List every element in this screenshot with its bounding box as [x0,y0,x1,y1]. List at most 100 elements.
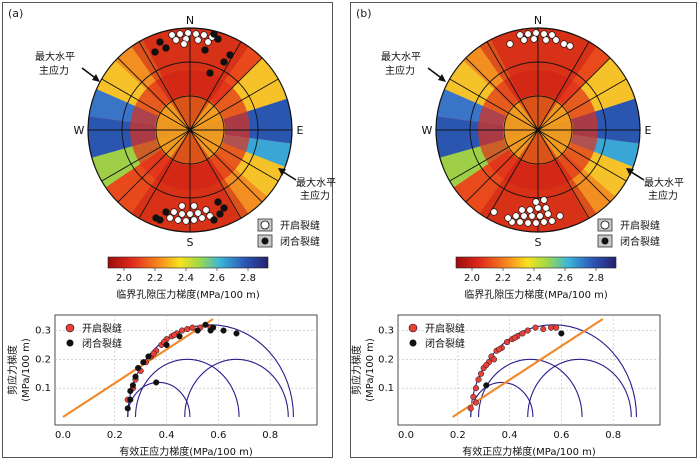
closed-fracture-point-15 [220,327,227,334]
cbar-a-tick-0: 2.0 [116,273,132,284]
open-fracture-point-17 [547,324,555,331]
open-pole-20 [166,214,174,222]
closed-fracture-point-3 [129,382,136,389]
open-pole-9 [506,40,514,48]
open-pole-7 [542,36,550,44]
open-pole-4 [200,31,208,39]
mohr-b-ylabel-1: 剪应力梯度 [350,345,363,395]
panel-a-label: (a) [8,7,23,20]
compass-w-b: W [422,124,433,137]
closed-fracture-point-14 [210,324,217,331]
closed-pole-13 [151,48,159,56]
mohr-b-ytick-0: 0.1 [378,383,394,394]
open-pole-0 [516,31,524,39]
cbar-a-tick-2: 2.4 [178,273,194,284]
cbar-b-tick-0: 2.0 [464,273,480,284]
cbar-a-tick-3: 2.6 [209,273,225,284]
legend-a-closed: 闭合裂缝 [280,235,320,248]
panel-b-label: (b) [356,7,372,20]
open-pole-0 [168,31,176,39]
stress-label-a-se-1: 最大水平 [296,176,336,189]
open-pole-28 [186,210,194,218]
mohr-a-xticks: 0.0 0.2 0.4 0.6 0.8 [55,430,278,441]
closed-pole-34 [210,216,218,224]
open-pole-22 [544,210,552,218]
open-pole-29 [194,209,202,217]
closed-fracture-point-0 [483,382,490,389]
cbar-b-title: 临界孔隙压力梯度(MPa/100 m) [464,288,608,301]
open-pole-25 [534,204,542,212]
closed-pole-12 [156,38,164,46]
compass-n-a: N [186,14,194,27]
stress-label-b-se-2: 主应力 [648,189,678,202]
open-pole-14 [524,219,532,227]
stress-label-b-nw-1: 最大水平 [381,50,421,63]
open-fracture-point-16 [150,350,157,357]
open-fracture-point-1 [470,393,477,400]
open-pole-17 [548,217,556,225]
open-pole-2 [532,29,540,37]
open-fracture-point-23 [490,356,498,363]
mohr-b-xtick-2: 0.4 [502,430,518,441]
closed-fracture-point-1 [558,330,565,337]
open-fracture-point-18 [171,331,178,338]
compass-s-b: S [535,236,542,249]
closed-fracture-point-11 [194,327,201,334]
mohr-a-ytick-1: 0.2 [35,354,51,365]
open-pole-28 [556,212,564,220]
open-pole-9 [204,38,212,46]
closed-pole-15 [201,46,209,54]
mohr-b-xtick-3: 0.6 [553,430,569,441]
mohr-a-xlabel: 有效正应力梯度(MPa/100 m) [119,445,253,458]
open-pole-4 [548,31,556,39]
colorbar-a: 2.0 2.2 2.4 2.6 2.8 临界孔隙压力梯度(MPa/100 m) [107,256,269,301]
closed-pole-31 [162,208,170,216]
compass-e-b: E [645,124,652,137]
closed-pole-10 [214,35,222,43]
closed-pole-17 [206,69,214,77]
panel-b-frame [350,2,697,458]
open-pole-8 [194,36,202,44]
mohr-a-legend-closed: 闭合裂缝 [82,337,122,350]
closed-pole-18 [220,58,228,66]
compass-w-a: W [74,124,85,137]
open-pole-30 [532,198,540,206]
cbar-a-title: 临界孔隙压力梯度(MPa/100 m) [116,288,260,301]
open-pole-2 [184,29,192,37]
open-pole-18 [512,212,520,220]
closed-fracture-point-10 [176,333,183,340]
stress-arrow-b-nw [427,67,446,82]
mohr-a-yticks: 0.1 0.2 0.3 [35,326,51,395]
compass-n-b: N [534,14,542,27]
mohr-b-ytick-1: 0.2 [378,354,394,365]
mohr-a-xtick-2: 0.4 [159,430,175,441]
cbar-b-tick-1: 2.2 [495,273,511,284]
open-pole-1 [176,30,184,38]
closed-fracture-point-9 [163,341,170,348]
open-fracture-point-20 [496,346,503,353]
open-pole-10 [560,40,568,48]
open-fracture-point-12 [184,326,191,333]
open-pole-23 [190,216,198,224]
closed-fracture-point-5 [135,364,142,372]
closed-pole-35 [216,210,224,218]
stress-arrow-b-se [626,168,645,181]
compass-e-a: E [297,124,304,137]
open-pole-1 [524,30,532,38]
mohr-b-legend: 开启裂缝 闭合裂缝 [408,322,465,350]
closed-fracture-point-6 [140,359,147,366]
stress-label-b-nw-2: 主应力 [385,64,415,77]
closed-fracture-point-2 [127,388,134,395]
open-fracture-point-18 [553,324,560,331]
open-pole-26 [542,204,550,212]
cbar-a-tick-1: 2.2 [147,273,163,284]
stress-label-a-nw-2: 主应力 [39,64,69,77]
open-fracture-point-10 [503,339,511,346]
mohr-a-xtick-1: 0.2 [107,430,123,441]
open-pole-39 [190,202,198,210]
stress-label-a-nw-1: 最大水平 [35,50,75,63]
mohr-a-ylabel-2: (MPa/100 m) [21,338,32,402]
open-pole-26 [170,208,178,216]
open-fracture-point-3 [475,376,482,383]
mohr-a-xtick-3: 0.6 [210,430,226,441]
